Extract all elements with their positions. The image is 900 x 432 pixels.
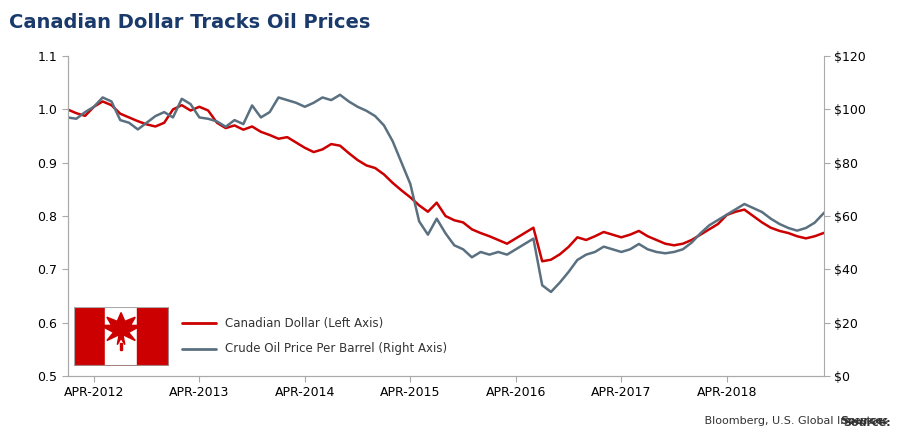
Text: Source:: Source: xyxy=(841,416,888,426)
Text: Crude Oil Price Per Barrel (Right Axis): Crude Oil Price Per Barrel (Right Axis) xyxy=(225,342,447,355)
Text: Bloomberg, U.S. Global Investors: Bloomberg, U.S. Global Investors xyxy=(701,416,888,426)
Text: Source: Bloomberg, U.S. Global Investors: Source: Bloomberg, U.S. Global Investors xyxy=(662,418,891,428)
Bar xyxy=(120,343,122,350)
Text: Source:: Source: xyxy=(843,418,891,428)
Text: Canadian Dollar (Left Axis): Canadian Dollar (Left Axis) xyxy=(225,317,383,330)
Bar xyxy=(74,307,105,365)
Bar xyxy=(105,307,137,365)
Bar xyxy=(137,307,168,365)
Polygon shape xyxy=(100,313,142,345)
Text: Canadian Dollar Tracks Oil Prices: Canadian Dollar Tracks Oil Prices xyxy=(9,13,371,32)
